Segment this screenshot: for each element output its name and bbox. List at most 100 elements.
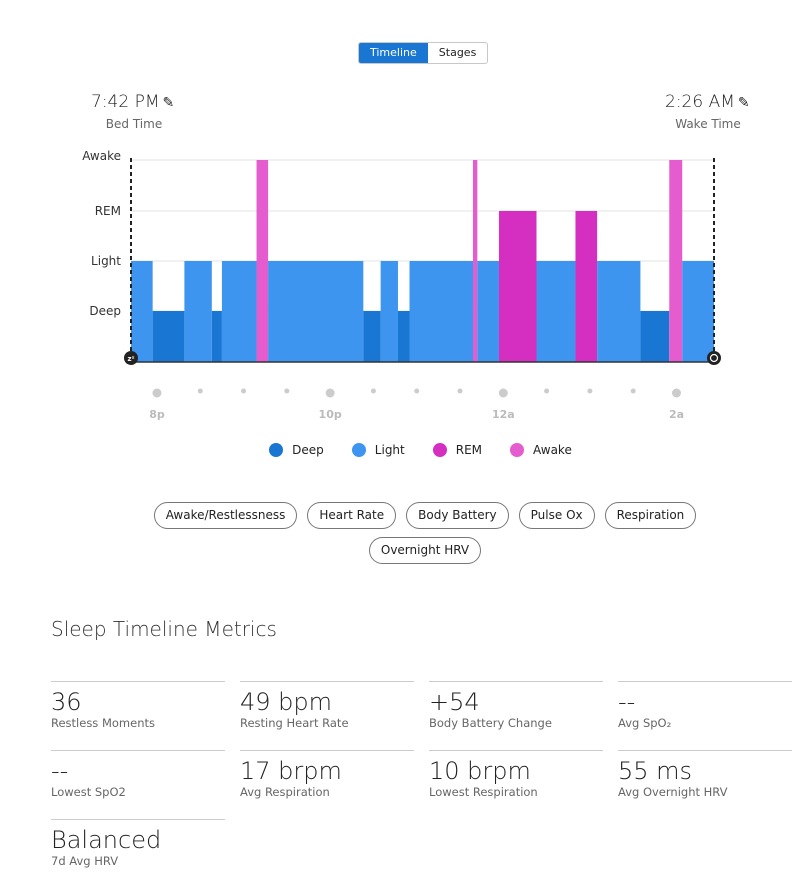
metric-label: Lowest Respiration [429, 785, 538, 799]
segment-light [477, 261, 499, 362]
metric-value: 55 ms [618, 757, 693, 785]
y-tick-label: Light [91, 254, 121, 268]
minor-tick-dot [241, 388, 247, 394]
minor-tick-dot [544, 388, 550, 394]
metric-label: Avg Respiration [240, 785, 330, 799]
body-battery-button[interactable]: Body Battery [406, 502, 509, 529]
respiration-button[interactable]: Respiration [604, 502, 697, 529]
segment-light [131, 261, 153, 362]
view-toggle: Timeline Stages [358, 42, 489, 64]
metric-label: 7d Avg HRV [51, 854, 119, 868]
metric-value: 17 brpm [240, 757, 342, 785]
segment-awake [473, 160, 478, 362]
metric-label: Avg SpO₂ [618, 716, 672, 730]
x-tick-label: 2a [669, 408, 684, 421]
bed-time-text: 7:42 PM [91, 92, 160, 112]
metric-value: 10 brpm [429, 757, 531, 785]
x-tick-label: 12a [492, 408, 515, 421]
segment-deep [397, 311, 410, 362]
minor-tick-dot [630, 388, 636, 394]
metric-value: -- [618, 688, 636, 716]
segment-light [221, 261, 257, 362]
major-tick-dot [152, 388, 162, 398]
chart-legend: Deep Light REM Awake [0, 443, 811, 457]
segment-awake [256, 160, 269, 362]
alarm-clock-icon-face [709, 353, 719, 363]
pencil-icon[interactable]: ✎ [737, 95, 750, 111]
bed-time-value[interactable]: 7:42 PM ✎ [91, 92, 174, 112]
rem-dot-icon [432, 443, 447, 457]
alarm-clock-icon [707, 351, 721, 365]
metric-label: Avg Overnight HRV [618, 785, 728, 799]
pulse-ox-button[interactable]: Pulse Ox [518, 502, 595, 529]
heart-rate-button[interactable]: Heart Rate [307, 502, 397, 529]
y-tick-label: Deep [89, 304, 121, 318]
metric-card: Balanced 7d Avg HRV [51, 819, 225, 868]
metric-card: -- Avg SpO₂ [618, 681, 792, 730]
metric-card: +54 Body Battery Change [429, 681, 603, 730]
segment-light [536, 261, 576, 362]
segment-light [268, 261, 364, 362]
x-tick-label: 8p [149, 408, 165, 421]
metric-card: 10 brpm Lowest Respiration [429, 750, 603, 799]
segment-light [380, 261, 398, 362]
wake-time-value[interactable]: 2:26 AM ✎ [665, 92, 750, 112]
deep-dot-icon [269, 443, 284, 457]
metric-label: Restless Moments [51, 716, 155, 730]
legend-label: Deep [292, 443, 324, 457]
tab-timeline[interactable]: Timeline [359, 43, 428, 63]
metric-value: -- [51, 757, 69, 785]
metric-value: 49 bpm [240, 688, 333, 716]
light-dot-icon [351, 443, 366, 457]
metric-label: Lowest SpO2 [51, 785, 126, 799]
metric-card: -- Lowest SpO2 [51, 750, 225, 799]
minor-tick-dot [284, 388, 290, 394]
metric-card: 36 Restless Moments [51, 681, 225, 730]
pencil-icon[interactable]: ✎ [162, 95, 175, 111]
segment-light [184, 261, 212, 362]
major-tick-dot [671, 388, 681, 398]
legend-rem: REM [432, 443, 483, 457]
metric-card: 55 ms Avg Overnight HRV [618, 750, 792, 799]
metric-card: 49 bpm Resting Heart Rate [240, 681, 414, 730]
metric-value: +54 [429, 688, 480, 716]
sleep-timeline-chart: Deep Light REM Awake zᶻ 8p 10p 12a 2a [82, 149, 721, 421]
segment-rem [498, 211, 537, 362]
minor-tick-dot [587, 388, 593, 394]
wake-time-label: Wake Time [675, 117, 741, 131]
legend-awake: Awake [510, 443, 572, 457]
metric-value: Balanced [51, 826, 162, 854]
segment-light [597, 261, 641, 362]
bed-time-label: Bed Time [105, 117, 163, 131]
metric-card: 17 brpm Avg Respiration [240, 750, 414, 799]
x-tick-label: 10p [319, 408, 342, 421]
y-tick-label: Awake [82, 149, 121, 163]
segment-deep [152, 311, 185, 362]
segment-rem [575, 211, 598, 362]
awake-restlessness-button[interactable]: Awake/Restlessness [153, 502, 298, 529]
sleep-zz-icon-glyph: zᶻ [128, 355, 135, 363]
legend-label: Awake [533, 443, 572, 457]
sleep-zz-icon [124, 351, 138, 365]
metrics-title: Sleep Timeline Metrics [51, 617, 277, 641]
minor-tick-dot [197, 388, 203, 394]
tab-stages[interactable]: Stages [438, 46, 477, 59]
legend-deep: Deep [269, 443, 324, 457]
awake-dot-icon [510, 443, 525, 457]
minor-tick-dot [370, 388, 376, 394]
segment-deep [640, 311, 670, 362]
wake-time-text: 2:26 AM [665, 92, 735, 112]
segment-awake [669, 160, 683, 362]
segment-light [409, 261, 474, 362]
segment-deep [211, 311, 222, 362]
minor-tick-dot [457, 388, 463, 394]
overnight-hrv-button[interactable]: Overnight HRV [368, 537, 482, 564]
overlay-buttons: Awake/Restlessness Heart Rate Body Batte… [130, 502, 720, 564]
metric-label: Resting Heart Rate [240, 716, 349, 730]
major-tick-dot [498, 388, 508, 398]
legend-label: REM [455, 443, 483, 457]
y-tick-label: REM [95, 204, 121, 218]
legend-label: Light [374, 443, 405, 457]
legend-light: Light [351, 443, 405, 457]
metric-label: Body Battery Change [429, 716, 552, 730]
